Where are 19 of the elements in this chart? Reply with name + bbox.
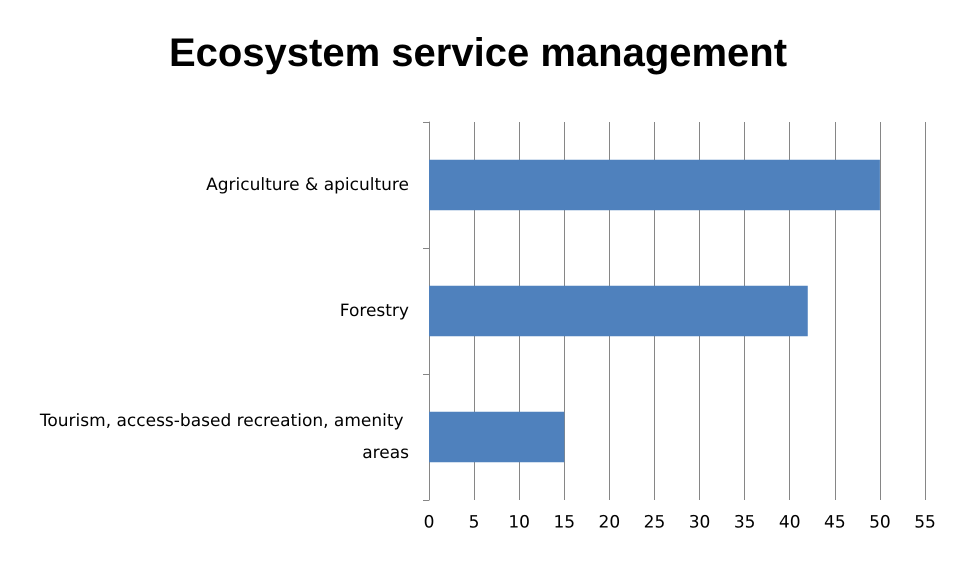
x-tick-label: 30 [688, 512, 710, 532]
chart-title: Ecosystem service management [168, 31, 788, 75]
x-tick-label: 35 [734, 512, 756, 532]
x-tick-label: 50 [869, 512, 891, 532]
bar [429, 412, 564, 462]
x-tick-label: 0 [424, 512, 434, 532]
x-tick-label: 25 [644, 512, 666, 532]
y-tick-label: Tourism, access-based recreation, amenity areas [38, 411, 410, 463]
x-tick-label: 10 [508, 512, 530, 532]
bar [429, 286, 808, 336]
x-tick-label: 45 [824, 512, 846, 532]
x-tick-label: 20 [598, 512, 620, 532]
x-tick-label: 15 [553, 512, 576, 532]
x-tick-label: 5 [468, 512, 480, 532]
y-tick-label: Agriculture & apiculture [206, 175, 409, 195]
x-tick-label: 55 [914, 512, 936, 532]
bar [429, 160, 880, 210]
x-tick-label: 40 [778, 512, 801, 532]
y-tick-label: Forestry [340, 301, 409, 321]
